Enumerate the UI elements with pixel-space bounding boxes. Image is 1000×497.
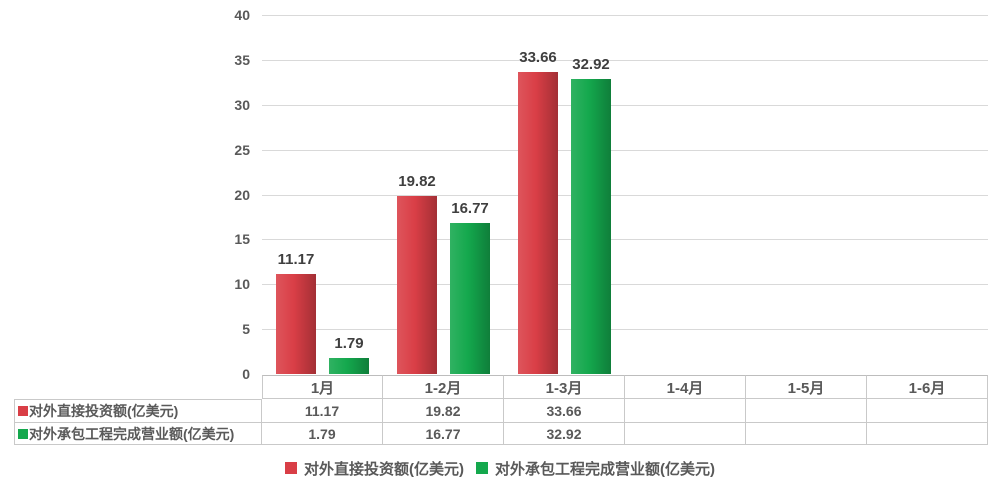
gridline-y-10	[262, 284, 988, 286]
y-axis-tick-label: 25	[234, 141, 250, 158]
bar-series1-1月	[276, 273, 316, 374]
y-axis-tick-label: 15	[234, 231, 250, 248]
y-axis-tick-label: 5	[242, 321, 250, 338]
y-axis-tick-label: 35	[234, 51, 250, 68]
legend-label-series1: 对外直接投资额(亿美元)	[304, 460, 464, 478]
table-header-cell-1-4月: 1-4月	[625, 375, 746, 399]
table-row-label-text: 对外承包工程完成营业额(亿美元)	[29, 425, 235, 442]
legend-label-series2: 对外承包工程完成营业额(亿美元)	[495, 460, 715, 478]
bar-series1-1-2月	[397, 196, 437, 374]
bar-value-label-series2-1-2月: 16.77	[451, 200, 489, 218]
table-header-cell-1-6月: 1-6月	[867, 375, 988, 399]
table-value-cell-r1c2: 19.82	[383, 399, 504, 423]
table-value-cell-r1c4	[625, 399, 746, 423]
table-value-cell-r2c4	[625, 423, 746, 445]
table-row-label-2: 对外承包工程完成营业额(亿美元)	[14, 423, 262, 445]
data-table: 1月 1-2月 1-3月 1-4月 1-5月 1-6月对外直接投资额(亿美元) 11.17 1…	[14, 375, 988, 445]
gridline-y-25	[262, 149, 988, 151]
bar-value-label-series1-1-3月: 33.66	[519, 48, 557, 66]
bar-value-label-series1-1-2月: 19.82	[398, 173, 436, 191]
y-axis-tick-label: 0	[242, 366, 250, 382]
legend: 对外直接投资额(亿美元) 对外承包工程完成营业额(亿美元)	[0, 458, 1000, 478]
table-row-label-text: 对外直接投资额(亿美元)	[29, 403, 179, 419]
table-value-cell-r1c6	[867, 399, 988, 423]
gridline-y-5	[262, 329, 988, 331]
y-axis-tick-label: 20	[234, 186, 250, 203]
table-header-cell-1-2月: 1-2月	[383, 375, 504, 399]
table-header-cell-1月: 1月	[262, 375, 383, 399]
table-value-cell-r1c5	[746, 399, 867, 423]
table-row-label-1: 对外直接投资额(亿美元)	[14, 399, 262, 423]
table-header-cell-1-5月: 1-5月	[746, 375, 867, 399]
table-value-cell-r2c2: 16.77	[383, 423, 504, 445]
bar-series2-1-3月	[571, 78, 611, 374]
table-value-cell-r2c1: 1.79	[262, 423, 383, 445]
table-value-cell-r2c5	[746, 423, 867, 445]
bar-value-label-series1-1月: 11.17	[277, 250, 315, 268]
table-value-cell-r1c1: 11.17	[262, 399, 383, 423]
legend-red-swatch-icon	[285, 462, 297, 474]
y-axis-tick-label: 30	[234, 96, 250, 113]
bar-series1-1-3月	[518, 71, 558, 374]
gridline-y-40	[262, 15, 988, 16]
gridline-y-15	[262, 239, 988, 241]
bar-series2-1月	[329, 357, 369, 374]
bar-value-label-series2-1-3月: 32.92	[572, 55, 610, 73]
series-swatch-icon	[18, 428, 28, 439]
y-axis-tick-label: 40	[234, 7, 250, 23]
bar-value-label-series2-1月: 1.79	[334, 334, 364, 352]
gridline-y-30	[262, 104, 988, 106]
table-value-cell-r1c3: 33.66	[504, 399, 625, 423]
series-swatch-icon	[18, 406, 28, 416]
table-header-cell-1-3月: 1-3月	[504, 375, 625, 399]
table-value-cell-r2c3: 32.92	[504, 423, 625, 445]
table-value-cell-r2c6	[867, 423, 988, 445]
gridline-y-35	[262, 59, 988, 61]
bar-series2-1-2月	[450, 223, 490, 374]
gridline-y-20	[262, 194, 988, 196]
y-axis-tick-label: 10	[234, 276, 250, 293]
legend-green-swatch-icon	[476, 462, 488, 474]
